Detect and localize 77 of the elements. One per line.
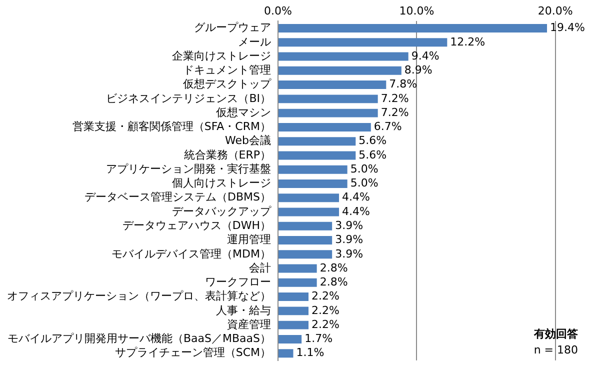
data-label: 1.1% <box>296 346 324 360</box>
y-tick-label: ドキュメント管理 <box>183 64 271 77</box>
y-tick-label: 人事・給与 <box>216 304 271 317</box>
data-label: 5.0% <box>350 162 378 176</box>
data-label: 2.8% <box>320 261 348 274</box>
data-label: 6.7% <box>374 120 402 134</box>
data-label: 2.2% <box>312 318 340 331</box>
data-label: 7.2% <box>380 106 409 119</box>
data-label: 3.9% <box>335 218 364 232</box>
data-label: 8.9% <box>404 64 432 77</box>
y-tick-label: データバックアップ <box>172 204 272 218</box>
y-tick-label: 運用管理 <box>227 233 271 246</box>
bar <box>278 52 408 61</box>
y-tick-label: アプリケーション開発・実行基盤 <box>106 162 271 176</box>
bar <box>278 108 378 118</box>
bar <box>278 208 340 216</box>
y-tick-label: 企業向けストレージ <box>172 49 271 62</box>
data-label: 1.7% <box>304 332 333 346</box>
y-tick-label: データベース管理システム（DBMS） <box>84 190 271 204</box>
bar <box>278 151 356 160</box>
data-label: 9.4% <box>411 49 440 62</box>
y-tick-label: 統合業務（ERP） <box>184 148 271 162</box>
data-label: 5.6% <box>358 148 387 162</box>
bar <box>278 236 332 245</box>
bar <box>278 278 317 287</box>
y-tick-label: メール <box>238 35 271 48</box>
y-tick-label: データウェアハウス（DWH） <box>122 218 271 232</box>
bar <box>278 194 340 202</box>
bar <box>278 165 348 174</box>
bar <box>278 137 356 146</box>
y-tick-label: 個人向けストレージ <box>172 176 271 190</box>
data-label: 7.8% <box>389 78 418 91</box>
data-label: 2.8% <box>320 276 348 289</box>
y-tick-label: オフィスアプリケーション（ワープロ、表計算など） <box>7 290 271 303</box>
y-tick-label: ワークフロー <box>205 276 271 289</box>
bar <box>278 334 302 344</box>
data-label: 5.0% <box>350 176 378 190</box>
data-label: 2.2% <box>312 304 340 317</box>
bar <box>278 80 386 90</box>
bar <box>278 292 309 302</box>
data-label: 2.2% <box>312 290 340 303</box>
data-label: 5.6% <box>358 134 387 148</box>
y-tick-label: 会計 <box>249 261 271 274</box>
bar <box>278 306 309 316</box>
bar <box>278 349 294 358</box>
y-tick-label: サプライチェーン管理（SCM） <box>114 346 271 360</box>
data-label: 4.4% <box>342 204 370 218</box>
x-tick-label: 20.0% <box>538 4 573 18</box>
y-tick-label: 営業支援・顧客関係管理（SFA・CRM） <box>72 120 271 134</box>
bar <box>278 264 317 273</box>
bar <box>278 320 309 330</box>
y-tick-label: Web会議 <box>225 134 271 148</box>
annotation: 有効回答 <box>533 327 579 340</box>
data-label: 7.2% <box>380 92 409 105</box>
x-tick-label: 10.0% <box>399 4 434 18</box>
bar <box>278 250 332 259</box>
data-label: 3.9% <box>335 247 364 260</box>
y-tick-label: 仮想デスクトップ <box>183 78 272 91</box>
bar <box>278 24 548 33</box>
data-label: 19.4% <box>550 21 585 34</box>
y-tick-label: ビジネスインテリジェンス（BI） <box>106 92 271 105</box>
bar <box>278 66 402 75</box>
y-tick-label: 仮想マシン <box>216 106 271 119</box>
data-label: 3.9% <box>335 233 364 246</box>
bar <box>278 179 348 188</box>
bar <box>278 222 332 230</box>
y-tick-label: モバイルデバイス管理（MDM） <box>112 247 271 260</box>
y-tick-label: モバイルアプリ開発用サーバ機能（BaaS／MBaaS） <box>7 332 271 346</box>
y-tick-label: グループウェア <box>194 21 271 34</box>
bar <box>278 122 371 132</box>
data-label: 12.2% <box>450 35 486 48</box>
bar <box>278 94 378 104</box>
annotation: n = 180 <box>534 343 578 356</box>
y-tick-label: 資産管理 <box>227 318 271 331</box>
data-label: 4.4% <box>342 190 370 204</box>
x-tick-label: 0.0% <box>264 4 292 18</box>
bar <box>278 38 448 47</box>
